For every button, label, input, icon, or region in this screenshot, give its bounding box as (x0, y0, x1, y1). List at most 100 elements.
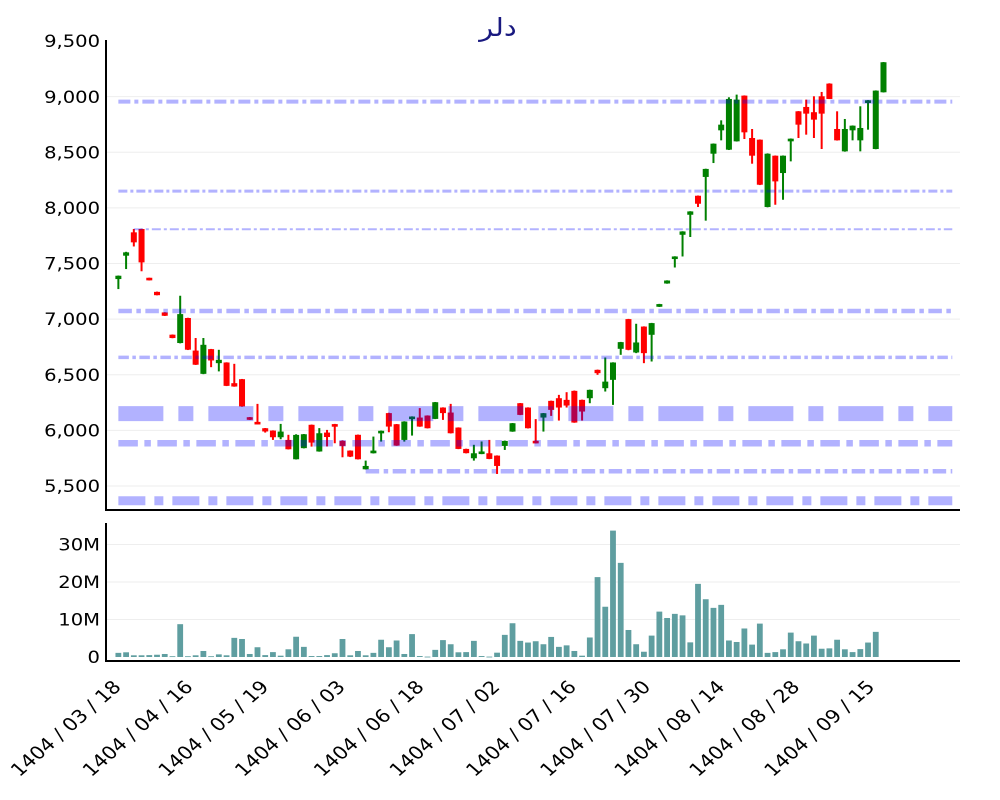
candle-body (115, 275, 122, 280)
candle-increasing (501, 440, 508, 450)
candle-body (432, 402, 439, 419)
price-y-tick-label: 8,000 (44, 199, 100, 218)
volume-bar (555, 646, 562, 657)
candle-increasing (432, 401, 439, 420)
candle-body (849, 125, 856, 131)
candle-decreasing (818, 91, 825, 150)
candle-increasing (300, 434, 307, 449)
candle-body (571, 390, 578, 423)
candle-body (524, 407, 531, 429)
volume-bar (262, 655, 269, 657)
volume-bar (355, 650, 361, 657)
candle-decreasing (555, 394, 562, 421)
candle-body (540, 413, 547, 418)
candle-body (640, 326, 647, 354)
candle-body (656, 304, 663, 307)
volume-bar (563, 645, 570, 657)
candle-decreasing (308, 424, 315, 447)
volume-bar (841, 649, 848, 657)
volume-bar (664, 617, 670, 657)
candle-body (733, 99, 740, 142)
volume-y-tick-label: 30M (58, 536, 100, 555)
volume-bar (130, 655, 137, 657)
candle-decreasing (810, 96, 817, 139)
volume-bar (409, 634, 415, 657)
candle-decreasing (463, 448, 470, 454)
candle-decreasing (138, 228, 145, 272)
volume-bar (571, 650, 578, 657)
volume-bar (239, 638, 245, 657)
candle-body (439, 407, 446, 414)
candle-body (370, 450, 377, 454)
candle-increasing (857, 106, 864, 152)
candle-increasing (362, 460, 369, 470)
volume-bar (447, 644, 454, 657)
candle-body (741, 95, 748, 133)
candle-increasing (725, 97, 732, 151)
price-y-tick-label: 8,500 (44, 144, 100, 163)
candle-body (617, 342, 624, 349)
volume-bar (702, 599, 709, 657)
candle-decreasing (339, 440, 346, 458)
volume-bar (687, 642, 694, 657)
candle-decreasing (416, 408, 423, 427)
volume-bar (579, 655, 585, 657)
candle-increasing (115, 275, 122, 290)
volume-bar (154, 654, 160, 657)
volume-bar (231, 637, 238, 657)
candle-decreasing (579, 399, 586, 421)
candle-body (262, 428, 269, 432)
volume-bar (246, 653, 253, 657)
volume-bar (741, 628, 748, 657)
candle-increasing (633, 323, 640, 354)
candle-body (169, 334, 176, 339)
candle-body (756, 139, 763, 185)
volume-bar (293, 636, 300, 657)
volume-bar (378, 639, 385, 657)
candle-decreasing (331, 423, 338, 444)
candle-body (293, 434, 300, 460)
candle-body (277, 431, 284, 438)
candle-body (818, 96, 825, 114)
candle-decreasing (741, 95, 748, 140)
candle-body (772, 155, 779, 182)
volume-bar (509, 623, 516, 657)
candle-increasing (687, 211, 694, 238)
volume-bar (679, 615, 686, 657)
volume-bar (316, 656, 323, 657)
candle-body (710, 143, 717, 154)
candle-increasing (602, 357, 609, 392)
candle-decreasing (524, 407, 531, 429)
candle-body (269, 430, 276, 438)
volume-bar (501, 634, 508, 657)
volume-bar (416, 656, 423, 657)
candle-decreasing (772, 155, 779, 205)
candle-decreasing (803, 99, 810, 135)
candle-body (347, 450, 354, 457)
candle-body (602, 381, 609, 389)
candle-decreasing (169, 334, 176, 339)
candle-body (285, 439, 292, 450)
candle-increasing (316, 428, 323, 452)
candle-body (586, 389, 593, 399)
volume-bar (432, 649, 439, 657)
candle-decreasing (424, 415, 431, 429)
volume-bar (671, 613, 678, 657)
volume-bar (633, 644, 640, 657)
candle-increasing (586, 389, 593, 404)
candle-decreasing (517, 402, 524, 416)
candle-body (184, 317, 191, 350)
volume-bar (787, 632, 794, 657)
candle-increasing (123, 251, 130, 270)
volume-bar (254, 647, 261, 657)
candle-decreasing (231, 363, 238, 387)
candle-body (339, 440, 346, 446)
volume-bar (200, 650, 207, 657)
candle-decreasing (192, 338, 199, 365)
candle-body (517, 403, 524, 415)
price-y-tick-labels: 9,500 9,000 8,500 8,000 7,500 7,000 6,500 6,000… (44, 32, 100, 496)
candle-body (548, 400, 555, 410)
candle-body (664, 280, 671, 284)
volume-bar (594, 577, 601, 657)
candle-decreasing (154, 291, 161, 296)
